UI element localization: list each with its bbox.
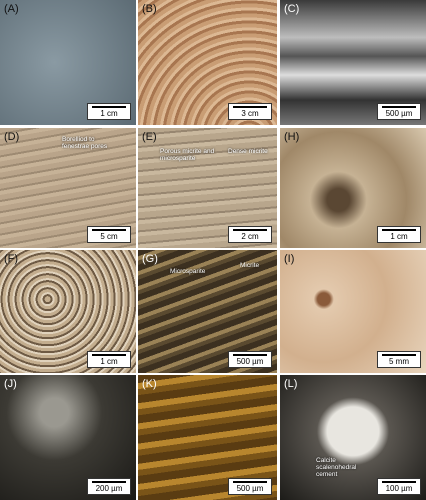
scale-text: 5 mm — [389, 357, 409, 366]
panel-label: (B) — [142, 3, 157, 15]
scale-text: 500 µm — [236, 484, 264, 493]
scale-bar: 1 cm — [87, 351, 131, 368]
panel-label: (K) — [142, 378, 157, 390]
panel-label: (L) — [284, 378, 298, 390]
scale-text: 1 cm — [100, 357, 118, 366]
scale-text: 5 cm — [100, 232, 118, 241]
scale-bar: 1 cm — [87, 103, 131, 120]
scale-line — [233, 481, 267, 483]
scale-text: 2 cm — [241, 232, 259, 241]
photo-panel: (L) 100 µm Calcite scalenohedral cement — [280, 375, 426, 500]
scale-text: 100 µm — [385, 484, 413, 493]
photo-panel: (G) 500 µm Microsparite Micrite — [138, 250, 277, 373]
scale-text: 500 µm — [385, 109, 413, 118]
photo-panel: (C) 500 µm — [280, 0, 426, 125]
panel-label: (F) — [4, 253, 19, 265]
panel-label: (D) — [4, 131, 20, 143]
photo-panel: (B) 3 cm — [138, 0, 277, 125]
scale-text: 1 cm — [100, 109, 118, 118]
scale-bar: 100 µm — [377, 478, 421, 495]
panel-label: (G) — [142, 253, 158, 265]
scale-line — [92, 354, 126, 356]
annotation: Micrite — [240, 262, 260, 269]
photo-panel: (D) 5 cm Borelliod to fenestrae pores — [0, 128, 136, 248]
photo-panel: (E) 2 cm Porous micrite and microsparite De… — [138, 128, 277, 248]
scale-text: 500 µm — [236, 357, 264, 366]
scale-line — [382, 106, 416, 108]
scale-text: 1 cm — [390, 232, 408, 241]
photo-panel: (H) 1 cm — [280, 128, 426, 248]
photo-panel: (J) 200 µm — [0, 375, 136, 500]
scale-line — [233, 354, 267, 356]
photo-panel: (I) 5 mm — [280, 250, 426, 373]
annotation: Microsparite — [170, 268, 206, 275]
panel-label: (E) — [142, 131, 157, 143]
scale-text: 200 µm — [95, 484, 123, 493]
scale-line — [92, 106, 126, 108]
scale-line — [92, 229, 126, 231]
scale-bar: 500 µm — [377, 103, 421, 120]
annotation: Porous micrite and microsparite — [160, 148, 215, 163]
scale-bar: 3 cm — [228, 103, 272, 120]
photo-panel: (A) 1 cm — [0, 0, 136, 125]
scale-bar: 2 cm — [228, 226, 272, 243]
panel-label: (I) — [284, 253, 295, 265]
scale-line — [382, 481, 416, 483]
annotation: Calcite scalenohedral cement — [316, 457, 357, 479]
scale-bar: 5 mm — [377, 351, 421, 368]
scale-line — [233, 106, 267, 108]
scale-bar: 500 µm — [228, 351, 272, 368]
scale-bar: 1 cm — [377, 226, 421, 243]
annotation: Borelliod to fenestrae pores — [62, 136, 108, 151]
photo-panel: (F) 1 cm — [0, 250, 136, 373]
scale-bar: 500 µm — [228, 478, 272, 495]
photo-panel: (K) 500 µm — [138, 375, 277, 500]
scale-line — [92, 481, 126, 483]
annotation: Dense micrite — [228, 148, 268, 155]
scale-line — [382, 354, 416, 356]
panel-label: (J) — [4, 378, 17, 390]
scale-bar: 200 µm — [87, 478, 131, 495]
panel-label: (C) — [284, 3, 300, 15]
scale-line — [382, 229, 416, 231]
panel-label: (H) — [284, 131, 300, 143]
scale-line — [233, 229, 267, 231]
panel-label: (A) — [4, 3, 19, 15]
scale-text: 3 cm — [241, 109, 259, 118]
scale-bar: 5 cm — [87, 226, 131, 243]
